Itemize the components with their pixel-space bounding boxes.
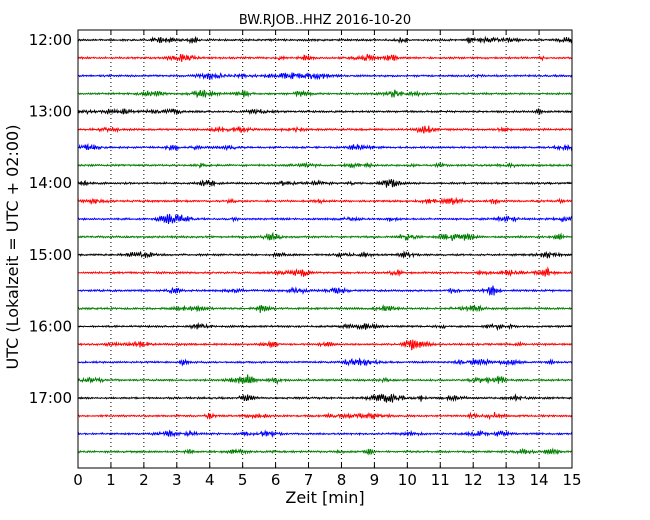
x-axis-label: Zeit [min] xyxy=(285,488,364,507)
trace-line xyxy=(77,285,573,296)
trace-line xyxy=(77,429,573,439)
trace-line xyxy=(77,196,573,206)
trace-line xyxy=(77,250,573,259)
x-tick-label: 0 xyxy=(73,471,83,489)
trace-line xyxy=(77,447,573,456)
x-tick-label: 2 xyxy=(139,471,149,489)
x-tick-label: 7 xyxy=(304,471,314,489)
trace-line xyxy=(77,89,573,99)
seismic-traces xyxy=(77,35,573,456)
trace-line xyxy=(77,231,573,242)
y-tick-label: 17:00 xyxy=(29,389,72,407)
grid-lines xyxy=(110,30,540,468)
trace-line xyxy=(77,161,573,169)
x-tick-label: 9 xyxy=(370,471,380,489)
x-tick-label: 8 xyxy=(337,471,347,489)
chart-title: BW.RJOB..HHZ 2016-10-20 xyxy=(239,13,411,28)
trace-line xyxy=(77,125,573,134)
x-tick-label: 3 xyxy=(172,471,182,489)
trace-line xyxy=(77,357,573,367)
y-tick-label: 12:00 xyxy=(29,31,72,49)
x-tick-label: 12 xyxy=(464,471,483,489)
trace-line xyxy=(77,339,573,351)
trace-line xyxy=(77,213,573,225)
y-axis-ticks: 12:00 13:00 14:00 15:00 16:00 17:00 xyxy=(29,31,572,407)
x-tick-label: 1 xyxy=(106,471,116,489)
trace-line xyxy=(77,107,573,116)
y-axis-label: UTC (Lokalzeit = UTC + 02:00) xyxy=(3,125,22,370)
y-tick-label: 14:00 xyxy=(29,174,72,192)
x-axis-ticks: 0 1 2 3 4 5 6 7 8 9 10 11 12 13 14 15 xyxy=(73,30,582,489)
x-tick-label: 13 xyxy=(497,471,516,489)
y-tick-label: 16:00 xyxy=(29,317,72,335)
trace-line xyxy=(77,304,573,313)
trace-line xyxy=(77,178,573,188)
y-tick-label: 13:00 xyxy=(29,103,72,121)
x-tick-label: 14 xyxy=(530,471,549,489)
x-tick-label: 4 xyxy=(205,471,215,489)
trace-line xyxy=(77,374,573,386)
x-tick-label: 11 xyxy=(431,471,450,489)
trace-line xyxy=(77,321,573,332)
x-tick-label: 10 xyxy=(398,471,417,489)
x-tick-label: 15 xyxy=(562,471,581,489)
trace-line xyxy=(77,266,573,277)
y-tick-label: 15:00 xyxy=(29,246,72,264)
trace-line xyxy=(77,393,573,403)
trace-line xyxy=(77,142,573,152)
x-tick-label: 5 xyxy=(238,471,248,489)
trace-line xyxy=(77,35,573,45)
trace-line xyxy=(77,53,573,62)
trace-line xyxy=(77,411,573,421)
trace-line xyxy=(77,72,573,81)
plot-frame xyxy=(77,29,573,469)
x-tick-label: 6 xyxy=(271,471,281,489)
